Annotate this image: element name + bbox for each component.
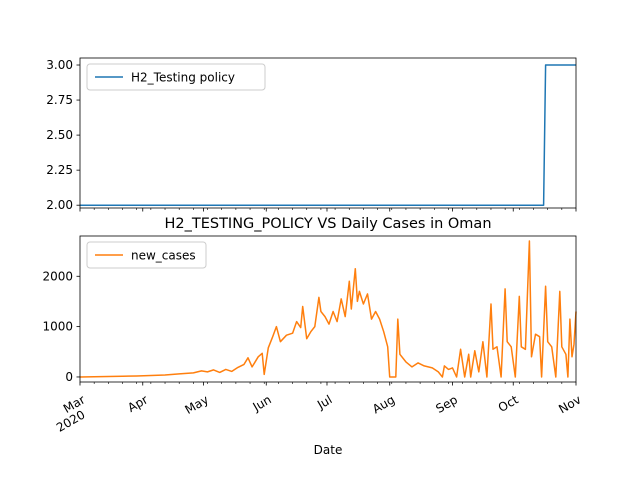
legend-frame bbox=[86, 241, 207, 269]
y-tick-label: 3.00 bbox=[46, 58, 73, 72]
chart-title: H2_TESTING_POLICY VS Daily Cases in Oman bbox=[164, 216, 491, 232]
x-tick-label: Jul bbox=[314, 392, 334, 412]
y-tick-label: 2000 bbox=[42, 269, 73, 283]
legend: H2_Testing policy bbox=[86, 63, 266, 91]
legend-label: H2_Testing policy bbox=[131, 71, 235, 85]
axes-frame bbox=[79, 235, 577, 383]
legend: new_cases bbox=[86, 241, 207, 269]
y-tick-label: 1000 bbox=[42, 320, 73, 334]
legend-label: new_cases bbox=[131, 249, 196, 263]
y-tick-label: 2.00 bbox=[46, 198, 73, 212]
legend-frame bbox=[86, 63, 266, 91]
y-tick-label: 2.50 bbox=[46, 128, 73, 142]
y-tick-label: 2.75 bbox=[46, 93, 73, 107]
x-axis-label: Date bbox=[314, 443, 343, 457]
top-subplot: 2.00 2.25 2.50 2.75 3.00 H2_Testing policy bbox=[46, 57, 577, 212]
axes-frame bbox=[79, 57, 577, 209]
series-line-new_cases bbox=[79, 240, 577, 378]
series-line-H2_Testing policy bbox=[80, 64, 576, 206]
y-tick-label: 0 bbox=[65, 370, 73, 384]
y-tick-label: 2.25 bbox=[46, 163, 73, 177]
